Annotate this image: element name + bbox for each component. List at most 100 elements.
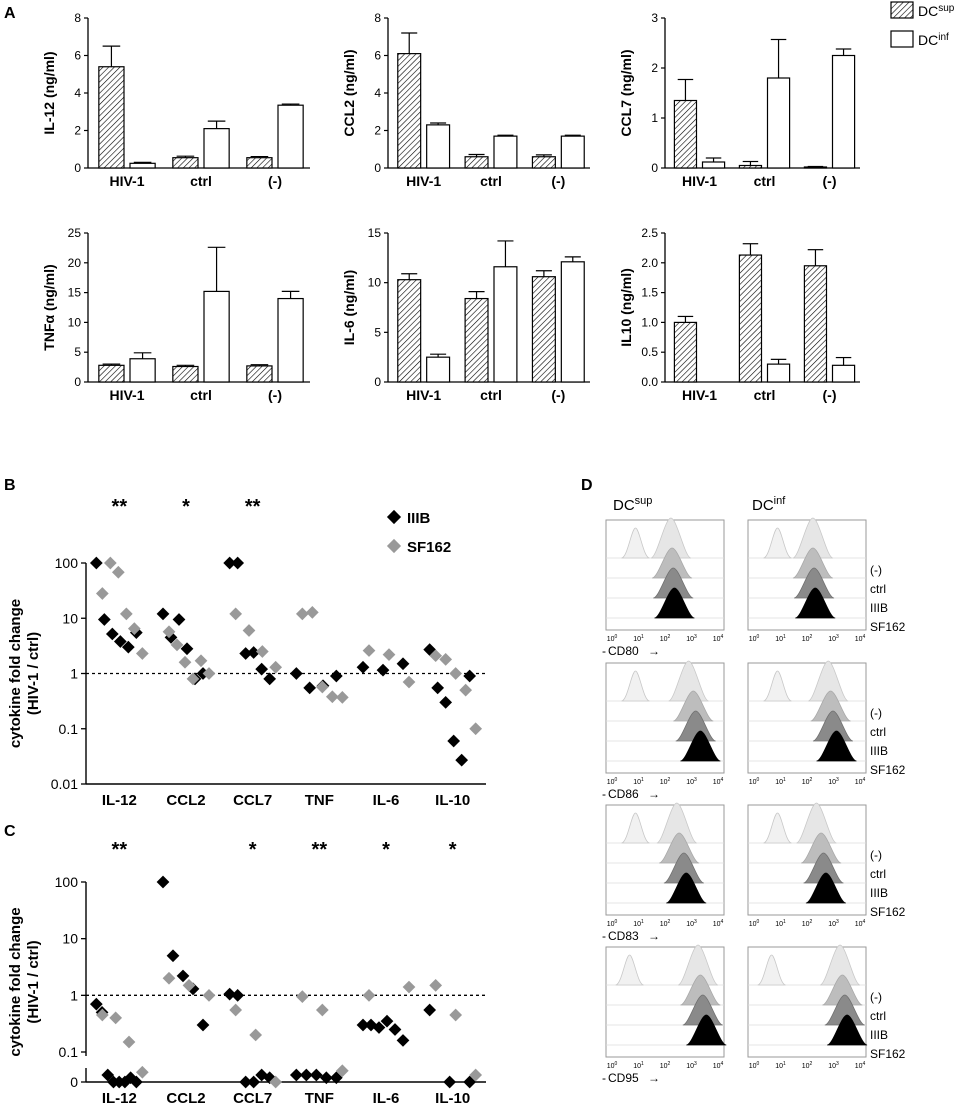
histogram-axis-tick: 104: [713, 777, 724, 786]
point-sf162: [335, 690, 349, 704]
category-label: ctrl: [190, 387, 212, 403]
histogram-peak-neg-neg: [796, 802, 837, 844]
histogram-axis-tick: 102: [660, 634, 671, 643]
histogram-axis-tick: 103: [828, 1061, 839, 1070]
histogram-axis-tick: 101: [775, 634, 786, 643]
point-iiib: [439, 696, 453, 709]
bar-dcsup: [803, 265, 828, 383]
row-label: (-): [870, 563, 882, 577]
point-iiib: [356, 660, 370, 674]
y-tick-label: 4: [374, 86, 381, 100]
histogram-peak-isotype: [621, 670, 650, 702]
row-label: SF162: [870, 1047, 906, 1061]
category-label: ctrl: [754, 173, 776, 189]
bar-dcinf: [831, 364, 856, 383]
y-tick-label: 10: [68, 315, 82, 329]
histogram-cd86-sup: 100 101 102 103 104 CD86- →: [602, 660, 725, 801]
y-axis-title: CCL7 (ng/ml): [618, 49, 634, 136]
bar-dcsup: [464, 297, 489, 383]
y-tick-label: 1: [70, 666, 78, 682]
y-axis-title-line2: (HIV-1 / ctrl): [25, 632, 42, 715]
bar-dcinf: [560, 135, 585, 169]
category-label: CCL2: [166, 1090, 205, 1107]
histogram-axis-tick: 102: [802, 777, 813, 786]
y-tick-label: 0.0: [641, 375, 658, 389]
row-label: SF162: [870, 763, 906, 777]
category-label: CCL7: [233, 792, 272, 809]
histogram-marker-label: CD86: [608, 787, 639, 801]
row-label: IIIB: [870, 744, 888, 758]
point-iiib: [176, 969, 190, 983]
y-tick-label: 3: [651, 11, 658, 25]
bar-dcinf: [129, 358, 156, 383]
point-iiib: [231, 988, 245, 1002]
y-tick-label: 15: [368, 226, 382, 240]
y-tick-label: 15: [68, 286, 82, 300]
marker-dash: -: [602, 1071, 606, 1085]
histogram-axis-tick: 101: [633, 1061, 644, 1070]
category-label: HIV-1: [109, 173, 144, 189]
bar-dcsup: [397, 53, 422, 169]
bar-dcsup: [464, 156, 489, 169]
histogram-axis-tick: 100: [749, 919, 760, 928]
legend-marker-iiib: [386, 509, 402, 525]
histogram-peak-sf162: [666, 872, 707, 904]
histogram-axis-tick: 104: [855, 777, 866, 786]
row-label: ctrl: [870, 582, 886, 596]
histogram-peak-isotype: [763, 527, 792, 559]
histogram-axis-tick: 103: [828, 919, 839, 928]
point-iiib: [156, 607, 170, 621]
point-iiib: [89, 556, 103, 570]
bar-dcinf: [203, 290, 230, 383]
point-sf162: [186, 672, 200, 686]
y-axis-title: CCL2 (ng/ml): [341, 49, 357, 136]
histogram-cd86-inf: 100 101 102 103 104: [747, 660, 867, 786]
histogram-cd83-sup: 100 101 102 103 104 CD83- →: [602, 802, 725, 943]
bar-dcinf: [426, 124, 451, 169]
histogram-axis-tick: 103: [686, 634, 697, 643]
marker-dash: -: [602, 929, 606, 943]
category-label: (-): [823, 173, 837, 189]
significance-stars: *: [382, 839, 390, 861]
category-label: HIV-1: [406, 173, 441, 189]
histogram-peak-neg-neg: [677, 944, 719, 986]
histogram-peak-sf162: [795, 587, 836, 619]
histogram-peak-isotype: [615, 954, 644, 986]
category-label: IL-12: [102, 792, 137, 809]
row-label: (-): [870, 990, 882, 1004]
histogram-peak-sf162: [654, 587, 695, 619]
point-sf162: [95, 587, 109, 600]
y-tick-label: 2: [74, 124, 81, 138]
category-label: HIV-1: [682, 387, 717, 403]
histogram-axis-tick: 100: [749, 777, 760, 786]
point-sf162: [305, 605, 319, 619]
histogram-axis-tick: 103: [828, 634, 839, 643]
point-iiib: [105, 627, 119, 641]
histogram-peak-sf162: [826, 1014, 868, 1046]
histogram-peak-ctrl: [658, 832, 700, 864]
histogram-peak-iiib: [682, 994, 723, 1026]
point-sf162: [109, 1011, 123, 1025]
category-label: (-): [268, 173, 282, 189]
y-tick-label: 2.5: [641, 226, 658, 240]
bar-dcinf: [203, 128, 230, 169]
point-iiib: [166, 949, 180, 963]
significance-stars: *: [449, 839, 457, 861]
y-tick-label: 0: [74, 375, 81, 389]
histogram-marker-label: CD95: [608, 1071, 639, 1085]
marker-dash: -: [602, 644, 606, 658]
significance-stars: **: [312, 839, 328, 861]
y-tick-label: 100: [55, 874, 79, 890]
histogram-frame: [605, 804, 725, 916]
point-sf162: [362, 988, 376, 1002]
histogram-axis-tick: 101: [775, 777, 786, 786]
y-tick-label: 1: [70, 987, 78, 1003]
bar-dcsup: [98, 364, 125, 383]
marker-arrow: →: [648, 929, 660, 943]
point-iiib: [289, 667, 303, 680]
histogram-peak-neg-neg: [650, 517, 692, 559]
histogram-axis-tick: 100: [607, 919, 618, 928]
bar-dcsup: [246, 365, 273, 383]
